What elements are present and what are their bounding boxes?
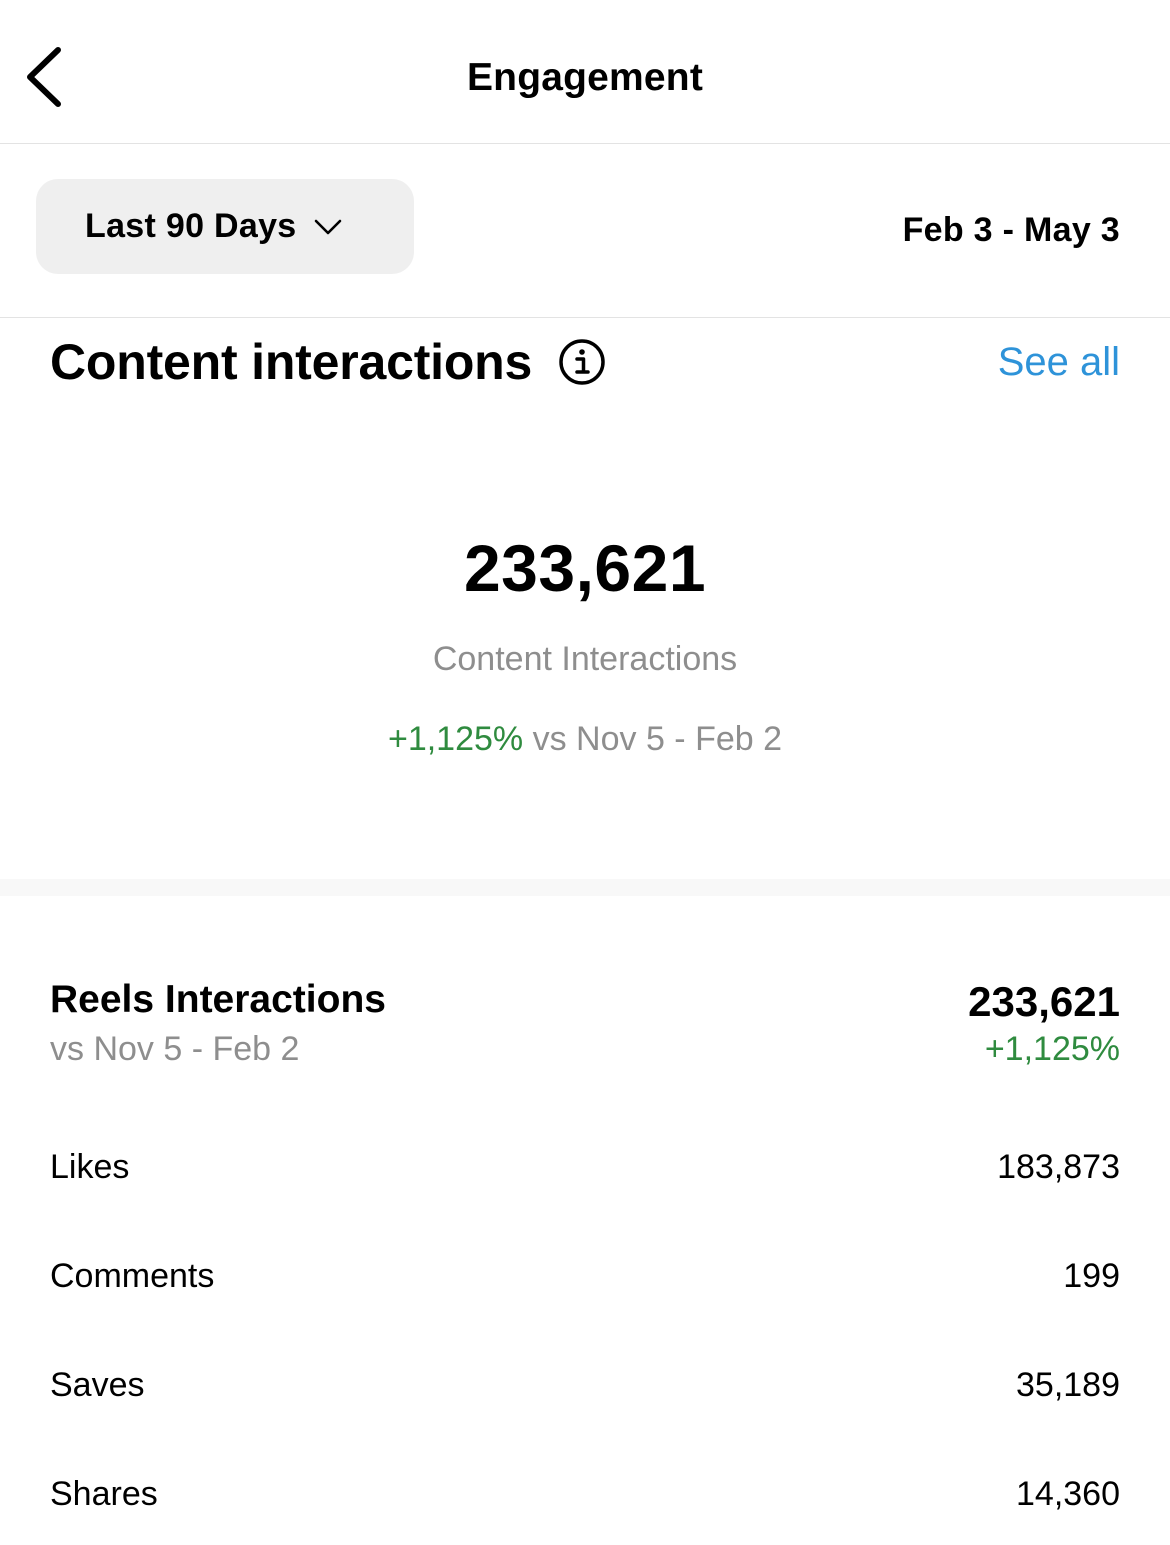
content-interactions-comparison: +1,125% vs Nov 5 - Feb 2	[0, 720, 1170, 759]
metric-value: 199	[1063, 1257, 1120, 1295]
metric-label: Shares	[50, 1475, 158, 1513]
page-title: Engagement	[466, 56, 704, 99]
section-divider	[0, 879, 1170, 896]
chevron-down-icon	[314, 219, 341, 234]
reels-change-percent: +1,125%	[984, 1030, 1120, 1068]
content-interactions-label: Content Interactions	[432, 640, 738, 678]
info-icon[interactable]	[558, 338, 606, 386]
see-all-link[interactable]: See all	[997, 340, 1120, 384]
reels-comparison-period: vs Nov 5 - Feb 2	[50, 1030, 300, 1068]
back-button[interactable]	[18, 38, 78, 114]
metric-label: Comments	[50, 1257, 215, 1295]
metric-value: 183,873	[997, 1148, 1120, 1186]
content-interactions-total: 233,621	[463, 531, 707, 605]
filter-bar: Last 90 Days Feb 3 - May 3	[0, 144, 1170, 318]
metric-value: 14,360	[1016, 1475, 1120, 1513]
change-percent: +1,125%	[387, 720, 524, 758]
metric-value: 35,189	[1016, 1366, 1120, 1404]
comparison-period: vs Nov 5 - Feb 2	[532, 720, 783, 758]
metric-row-comments: Comments 199	[50, 1257, 1120, 1307]
metric-label: Likes	[50, 1148, 130, 1186]
date-range-dropdown[interactable]: Last 90 Days	[36, 179, 414, 274]
date-range-label: Last 90 Days	[85, 207, 297, 245]
reels-interactions-total: 233,621	[968, 978, 1120, 1025]
metric-row-saves: Saves 35,189	[50, 1366, 1120, 1416]
content-interactions-heading: Content interactions	[50, 333, 606, 391]
reels-interactions-title: Reels Interactions	[50, 978, 386, 1021]
date-range-text: Feb 3 - May 3	[902, 211, 1120, 249]
metric-row-likes: Likes 183,873	[50, 1148, 1120, 1198]
header-bar: Engagement	[0, 0, 1170, 144]
content-interactions-title: Content interactions	[50, 334, 533, 390]
chevron-left-icon	[27, 47, 61, 107]
metric-row-shares: Shares 14,360	[50, 1475, 1120, 1525]
metric-label: Saves	[50, 1366, 145, 1404]
